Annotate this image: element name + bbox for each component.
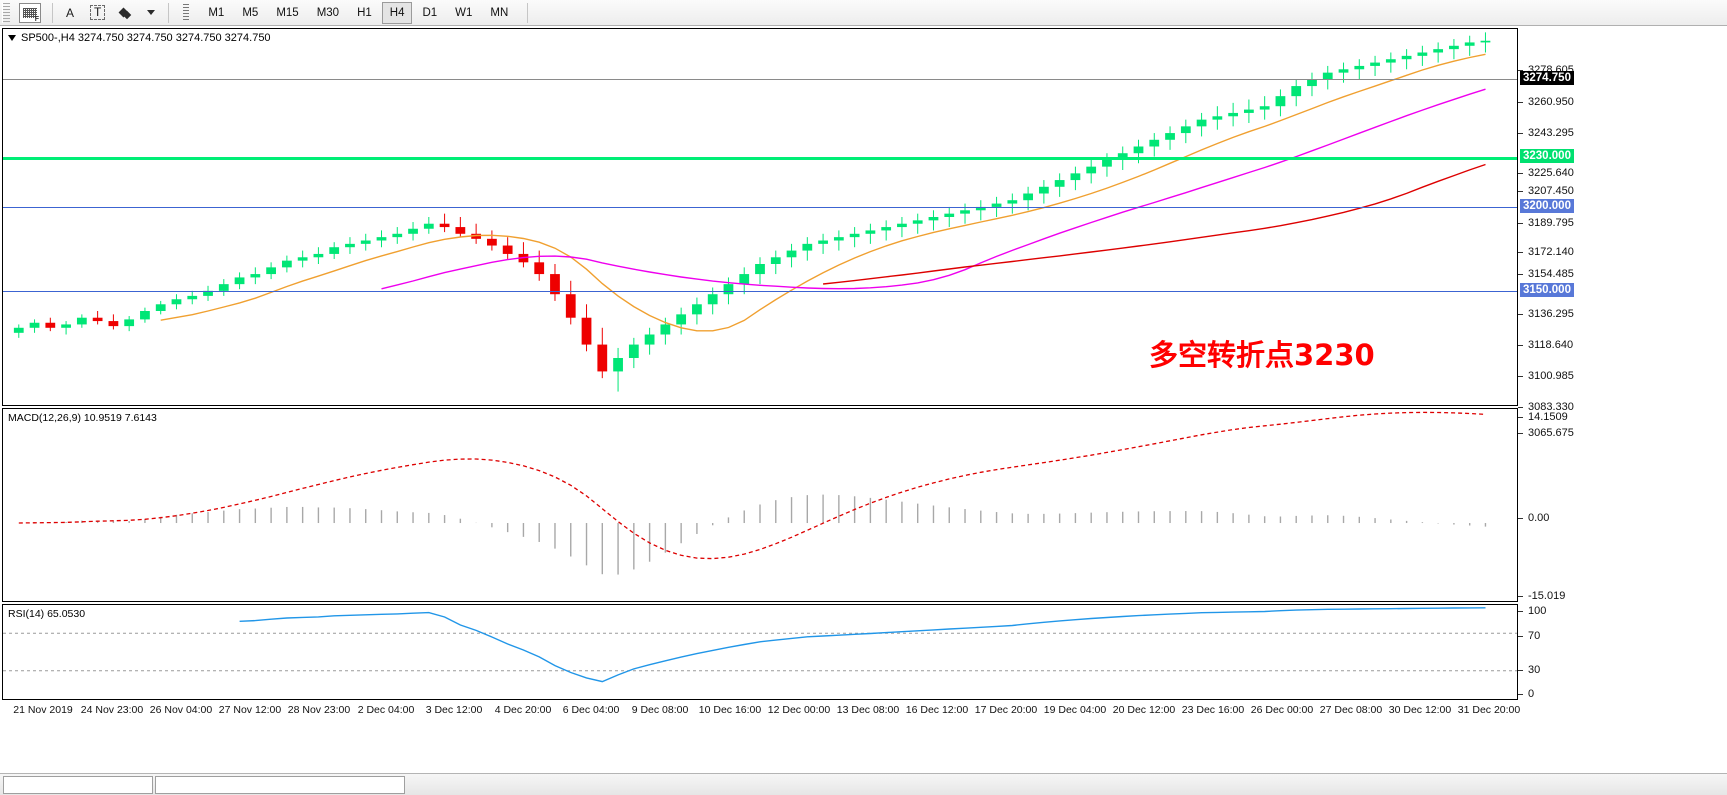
time-axis-label: 21 Nov 2019 bbox=[13, 704, 73, 716]
support-3200-line[interactable] bbox=[3, 207, 1517, 208]
time-axis-label: 31 Dec 20:00 bbox=[1457, 704, 1521, 716]
time-axis[interactable]: 21 Nov 2019 24 Nov 23:00 26 Nov 04:00 27 No… bbox=[2, 702, 1521, 722]
timeframe-h1[interactable]: H1 bbox=[349, 2, 380, 24]
symbol-header-text: SP500-,H4 3274.750 3274.750 3274.750 327… bbox=[21, 32, 271, 44]
time-axis-label: 27 Nov 12:00 bbox=[218, 704, 282, 716]
rsi-series bbox=[3, 607, 1517, 683]
chevron-down-icon[interactable] bbox=[139, 2, 163, 24]
time-axis-label: 26 Dec 00:00 bbox=[1250, 704, 1314, 716]
chart-annotation: 多空转折点3230 bbox=[1149, 338, 1375, 372]
time-axis-label: 26 Nov 04:00 bbox=[149, 704, 213, 716]
price-badge: 3200.000 bbox=[1520, 199, 1574, 213]
text-tool-button[interactable]: A bbox=[58, 2, 82, 24]
price-badge: 3150.000 bbox=[1520, 283, 1574, 297]
timeframe-label: M15 bbox=[276, 6, 299, 19]
timeframe-m15[interactable]: M15 bbox=[268, 2, 306, 24]
axis-tick-label: 3260.950 bbox=[1518, 96, 1574, 108]
timeframe-label: M1 bbox=[208, 6, 225, 19]
candlestick-series bbox=[13, 32, 1491, 392]
toolbar-grip[interactable] bbox=[2, 2, 10, 23]
collapse-caret-icon[interactable] bbox=[8, 35, 16, 41]
rsi-indicator-panel[interactable]: RSI(14) 65.0530 bbox=[2, 604, 1518, 700]
toolbar-divider bbox=[52, 2, 53, 23]
toolbar-divider-2 bbox=[168, 2, 170, 23]
status-bar bbox=[0, 773, 1727, 795]
period-separator-icon[interactable] bbox=[174, 2, 198, 24]
support-3150-line[interactable] bbox=[3, 291, 1517, 292]
time-axis-label: 4 Dec 20:00 bbox=[494, 704, 552, 716]
axis-tick-label: 14.1509 bbox=[1518, 411, 1568, 423]
time-axis-label: 19 Dec 04:00 bbox=[1043, 704, 1107, 716]
axis-tick-label: 3118.640 bbox=[1518, 339, 1573, 351]
time-axis-label: 27 Dec 08:00 bbox=[1319, 704, 1383, 716]
time-axis-label: 17 Dec 20:00 bbox=[974, 704, 1038, 716]
axis-tick-label: 3065.675 bbox=[1518, 427, 1574, 439]
axis-tick-label: 3225.640 bbox=[1518, 167, 1574, 179]
time-axis-label: 30 Dec 12:00 bbox=[1388, 704, 1452, 716]
status-tab-2[interactable] bbox=[155, 775, 405, 794]
text-label-icon[interactable]: T bbox=[84, 2, 111, 24]
axis-tick-label: 3207.450 bbox=[1518, 185, 1574, 197]
time-axis-label: 16 Dec 12:00 bbox=[905, 704, 969, 716]
chart-canvas-area[interactable]: SP500-,H4 3274.750 3274.750 3274.750 327… bbox=[0, 26, 1727, 795]
time-axis-label: 6 Dec 04:00 bbox=[562, 704, 620, 716]
toolbar-divider-3 bbox=[527, 2, 529, 23]
axis-tick-label: 3172.140 bbox=[1518, 246, 1574, 258]
timeframe-label: M5 bbox=[242, 6, 259, 19]
text-tool-label: A bbox=[65, 5, 74, 20]
shapes-icon[interactable] bbox=[113, 2, 137, 24]
timeframe-label: D1 bbox=[422, 6, 438, 19]
price-axis[interactable]: 3278.605 3260.950 3243.295 3225.640 3207.450… bbox=[1518, 28, 1727, 700]
current-price-line[interactable] bbox=[3, 79, 1517, 80]
macd-panel-label: MACD(12,26,9) 10.9519 7.6143 bbox=[8, 412, 157, 424]
time-axis-label: 24 Nov 23:00 bbox=[80, 704, 144, 716]
time-axis-label: 23 Dec 16:00 bbox=[1181, 704, 1245, 716]
time-axis-label: 28 Nov 23:00 bbox=[287, 704, 351, 716]
resistance-3230-line[interactable] bbox=[3, 157, 1517, 160]
timeframe-label: W1 bbox=[455, 6, 473, 19]
axis-tick-label: 3189.795 bbox=[1518, 217, 1574, 229]
timeframe-group: M1 M5 M15 M30 H1 H4 D1 W1 MN bbox=[199, 1, 517, 24]
axis-tick-label: 0 bbox=[1518, 688, 1534, 700]
axis-tick-label: 3136.295 bbox=[1518, 308, 1574, 320]
timeframe-mn[interactable]: MN bbox=[482, 2, 516, 24]
price-badge: 3230.000 bbox=[1520, 149, 1574, 163]
time-axis-label: 20 Dec 12:00 bbox=[1112, 704, 1176, 716]
axis-tick-label: 3100.985 bbox=[1518, 370, 1574, 382]
time-axis-label: 10 Dec 16:00 bbox=[698, 704, 762, 716]
time-axis-label: 9 Dec 08:00 bbox=[631, 704, 689, 716]
timeframe-label: MN bbox=[490, 6, 509, 19]
timeframe-label: H4 bbox=[389, 6, 405, 19]
crosshair-icon[interactable]: F bbox=[13, 2, 47, 24]
axis-tick-label: -15.019 bbox=[1518, 590, 1565, 602]
time-axis-label: 12 Dec 00:00 bbox=[767, 704, 831, 716]
timeframe-d1[interactable]: D1 bbox=[414, 2, 445, 24]
macd-indicator-panel[interactable]: MACD(12,26,9) 10.9519 7.6143 bbox=[2, 408, 1518, 602]
rsi-panel-label: RSI(14) 65.0530 bbox=[8, 608, 86, 620]
axis-tick-label: 100 bbox=[1518, 605, 1546, 617]
axis-tick-label: 70 bbox=[1518, 630, 1540, 642]
time-axis-label: 13 Dec 08:00 bbox=[836, 704, 900, 716]
timeframe-m1[interactable]: M1 bbox=[200, 2, 232, 24]
axis-tick-label: 0.00 bbox=[1518, 512, 1549, 524]
axis-tick-label: 30 bbox=[1518, 664, 1540, 676]
timeframe-m30[interactable]: M30 bbox=[309, 2, 347, 24]
time-axis-label: 3 Dec 12:00 bbox=[425, 704, 483, 716]
axis-tick-label: 3243.295 bbox=[1518, 127, 1574, 139]
price-badge: 3274.750 bbox=[1520, 71, 1574, 85]
timeframe-h4[interactable]: H4 bbox=[381, 1, 413, 24]
chart-toolbar: F A T M1 M5 M15 M30 H1 H4 D1 W1 MN bbox=[0, 0, 1727, 26]
price-chart-panel[interactable]: SP500-,H4 3274.750 3274.750 3274.750 327… bbox=[2, 28, 1518, 406]
timeframe-label: M30 bbox=[316, 6, 340, 19]
time-axis-label: 2 Dec 04:00 bbox=[357, 704, 415, 716]
symbol-header: SP500-,H4 3274.750 3274.750 3274.750 327… bbox=[8, 32, 271, 44]
macd-series bbox=[18, 411, 1487, 575]
status-tab-1[interactable] bbox=[3, 775, 153, 794]
timeframe-m5[interactable]: M5 bbox=[234, 2, 266, 24]
axis-tick-label: 3083.330 bbox=[1518, 401, 1574, 413]
timeframe-label: H1 bbox=[357, 6, 372, 19]
timeframe-w1[interactable]: W1 bbox=[447, 2, 480, 24]
axis-tick-label: 3154.485 bbox=[1518, 268, 1574, 280]
